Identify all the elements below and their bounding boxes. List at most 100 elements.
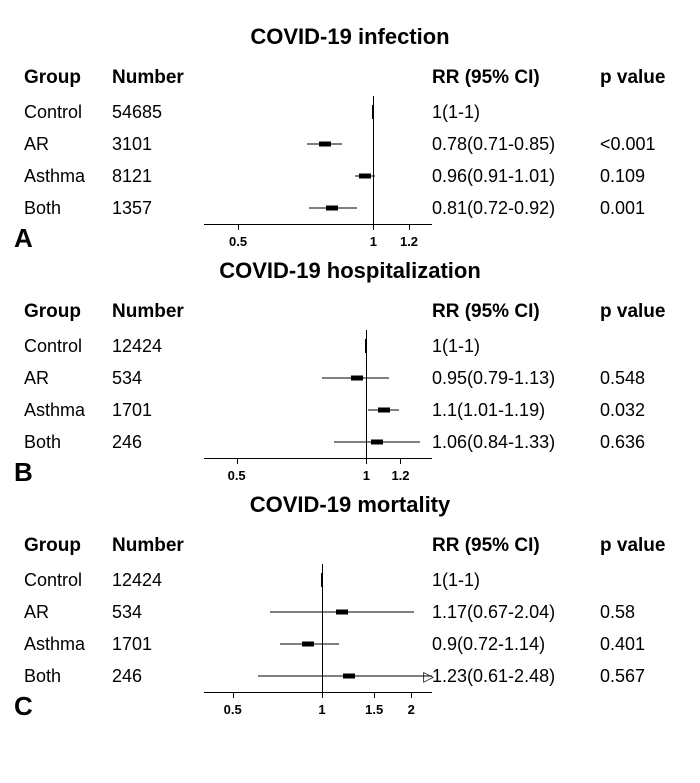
cell-number: 534 bbox=[112, 368, 204, 389]
cell-number: 12424 bbox=[112, 336, 204, 357]
table-header: GroupNumberRR (95% CI)p value bbox=[20, 294, 680, 330]
cell-rr: 1(1-1) bbox=[432, 102, 600, 123]
col-rr-header: RR (95% CI) bbox=[432, 535, 600, 557]
axis-tick bbox=[409, 224, 410, 230]
cell-p: 0.109 bbox=[600, 166, 680, 187]
axis-tick-label: 1 bbox=[318, 702, 325, 717]
cell-group: AR bbox=[20, 134, 112, 155]
cell-rr: 0.9(0.72-1.14) bbox=[432, 634, 600, 655]
x-axis-area: 0.5 1 1.2 bbox=[204, 224, 432, 248]
axis-tick bbox=[237, 458, 238, 464]
axis-tick-label: 0.5 bbox=[224, 702, 242, 717]
x-axis: 0.5 1 1.5 2 bbox=[204, 692, 432, 716]
axis-tick-label: 1.2 bbox=[400, 234, 418, 249]
col-rr-header: RR (95% CI) bbox=[432, 301, 600, 323]
cell-group: AR bbox=[20, 368, 112, 389]
forest-panel: COVID-19 infectionGroupNumberRR (95% CI)… bbox=[20, 24, 680, 248]
col-plot-header bbox=[204, 294, 432, 330]
cell-rr: 1.06(0.84-1.33) bbox=[432, 432, 600, 453]
cell-p: 0.401 bbox=[600, 634, 680, 655]
plot-overlay bbox=[204, 96, 432, 224]
panel-letter: A bbox=[14, 223, 33, 254]
axis-tick-label: 1.5 bbox=[365, 702, 383, 717]
cell-number: 534 bbox=[112, 602, 204, 623]
axis-line bbox=[204, 458, 432, 459]
axis-tick bbox=[366, 458, 367, 464]
axis-tick bbox=[400, 458, 401, 464]
col-p-header: p value bbox=[600, 535, 680, 557]
cell-rr: 0.81(0.72-0.92) bbox=[432, 198, 600, 219]
axis-tick-label: 1.2 bbox=[391, 468, 409, 483]
axis-tick bbox=[411, 692, 412, 698]
col-plot-header bbox=[204, 528, 432, 564]
cell-number: 1357 bbox=[112, 198, 204, 219]
col-plot-header bbox=[204, 60, 432, 96]
axis-tick-label: 2 bbox=[408, 702, 415, 717]
axis-tick bbox=[238, 224, 239, 230]
cell-group: Asthma bbox=[20, 634, 112, 655]
cell-p: 0.001 bbox=[600, 198, 680, 219]
col-group-header: Group bbox=[20, 67, 112, 89]
reference-line bbox=[366, 330, 367, 464]
cell-p: 0.548 bbox=[600, 368, 680, 389]
plot-overlay bbox=[204, 330, 432, 458]
col-number-header: Number bbox=[112, 535, 204, 557]
cell-number: 54685 bbox=[112, 102, 204, 123]
axis-tick bbox=[373, 224, 374, 230]
cell-p: 0.032 bbox=[600, 400, 680, 421]
axis-tick bbox=[322, 692, 323, 698]
cell-p: 0.636 bbox=[600, 432, 680, 453]
axis-tick bbox=[374, 692, 375, 698]
table-header: GroupNumberRR (95% CI)p value bbox=[20, 60, 680, 96]
col-number-header: Number bbox=[112, 67, 204, 89]
panel-title: COVID-19 hospitalization bbox=[20, 258, 680, 284]
cell-rr: 1.1(1.01-1.19) bbox=[432, 400, 600, 421]
axis-tick bbox=[233, 692, 234, 698]
axis-tick-label: 1 bbox=[363, 468, 370, 483]
cell-group: Control bbox=[20, 336, 112, 357]
axis-tick-label: 0.5 bbox=[228, 468, 246, 483]
panel-letter: B bbox=[14, 457, 33, 488]
axis-tick-label: 0.5 bbox=[229, 234, 247, 249]
axis-line bbox=[204, 692, 432, 693]
cell-group: Both bbox=[20, 198, 112, 219]
cell-p: 0.58 bbox=[600, 602, 680, 623]
cell-rr: 0.96(0.91-1.01) bbox=[432, 166, 600, 187]
panel-title: COVID-19 mortality bbox=[20, 492, 680, 518]
cell-number: 3101 bbox=[112, 134, 204, 155]
reference-line bbox=[373, 96, 374, 230]
cell-group: Both bbox=[20, 666, 112, 687]
axis-tick-label: 1 bbox=[370, 234, 377, 249]
forest-panel: COVID-19 mortality GroupNumber RR (95% CI)… bbox=[20, 492, 680, 716]
cell-p: <0.001 bbox=[600, 134, 680, 155]
cell-number: 246 bbox=[112, 432, 204, 453]
cell-rr: 1.23(0.61-2.48) bbox=[432, 666, 600, 687]
cell-group: Control bbox=[20, 570, 112, 591]
col-group-header: Group bbox=[20, 301, 112, 323]
plot-rows: Control54685 1(1-1) AR3101 0.78(0.71-0.85)<… bbox=[20, 96, 680, 224]
col-group-header: Group bbox=[20, 535, 112, 557]
panel-letter: C bbox=[14, 691, 33, 722]
cell-number: 1701 bbox=[112, 400, 204, 421]
cell-group: Control bbox=[20, 102, 112, 123]
cell-rr: 0.78(0.71-0.85) bbox=[432, 134, 600, 155]
plot-rows: Control124241(1-1)AR5340.95(0.79-1.13)0.… bbox=[20, 330, 680, 458]
x-axis-area: 0.5 1 1.2 bbox=[204, 458, 432, 482]
cell-group: Asthma bbox=[20, 400, 112, 421]
cell-group: Both bbox=[20, 432, 112, 453]
cell-rr: 1(1-1) bbox=[432, 336, 600, 357]
col-rr-header: RR (95% CI) bbox=[432, 67, 600, 89]
plot-overlay bbox=[204, 564, 432, 692]
cell-number: 12424 bbox=[112, 570, 204, 591]
cell-group: Asthma bbox=[20, 166, 112, 187]
cell-rr: 0.95(0.79-1.13) bbox=[432, 368, 600, 389]
cell-rr: 1.17(0.67-2.04) bbox=[432, 602, 600, 623]
reference-line bbox=[322, 564, 323, 698]
plot-rows: Control124241(1-1)AR5341.17(0.67-2.04)0.… bbox=[20, 564, 680, 692]
col-p-header: p value bbox=[600, 301, 680, 323]
x-axis: 0.5 1 1.2 bbox=[204, 224, 432, 248]
cell-number: 1701 bbox=[112, 634, 204, 655]
x-axis: 0.5 1 1.2 bbox=[204, 458, 432, 482]
cell-group: AR bbox=[20, 602, 112, 623]
cell-rr: 1(1-1) bbox=[432, 570, 600, 591]
